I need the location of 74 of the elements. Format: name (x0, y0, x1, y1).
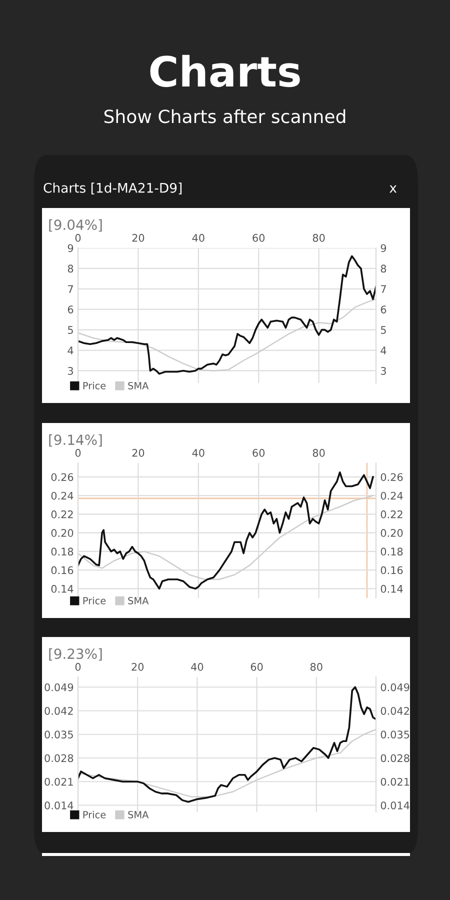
x-tick-label: 60 (252, 448, 265, 457)
y2-tick-label: 0.014 (380, 801, 410, 810)
y-tick-label: 3 (68, 366, 73, 375)
y2-tick-label: 0.26 (380, 473, 403, 482)
y2-tick-label: 7 (381, 285, 386, 293)
y2-tick-label: 5 (380, 326, 386, 334)
y2-tick-label: 0.049 (380, 683, 410, 692)
legend-label: Price (83, 810, 106, 818)
text: Show Charts after scanned (104, 109, 346, 124)
legend-label: SMA (128, 597, 149, 604)
y-tick-label: 0.16 (51, 566, 74, 574)
y-tick-label: 0.042 (44, 706, 73, 715)
y2-tick-label: 0.028 (380, 754, 410, 762)
y2-tick-label: 0.20 (380, 529, 403, 537)
y2-tick-label: 0.18 (380, 548, 403, 556)
y-tick-label: 0.035 (44, 730, 73, 738)
x-tick-label: 60 (250, 662, 263, 671)
y2-tick-label: 4 (380, 346, 386, 354)
chart-title: [9.23%] (49, 648, 102, 661)
line-series (78, 728, 376, 798)
y-tick-label: 0.014 (44, 801, 74, 810)
y-tick-label: 0.049 (44, 683, 74, 692)
y-tick-label: 0.20 (51, 529, 74, 537)
y-tick-label: 0.26 (51, 473, 74, 482)
x-tick-label: 60 (252, 234, 265, 242)
x-tick-label: 20 (132, 234, 144, 242)
y2-tick-label: 0.021 (380, 778, 410, 786)
legend-label: SMA (128, 382, 149, 390)
x-tick-label: 80 (312, 448, 325, 457)
y2-tick-label: 3 (380, 366, 386, 375)
y2-tick-label: 0.035 (380, 730, 410, 738)
y-tick-label: 0.22 (51, 510, 73, 518)
y-tick-label: 0.14 (51, 584, 74, 593)
y-tick-label: 0.028 (44, 754, 74, 762)
y-tick-label: 9 (68, 244, 74, 252)
text: x (390, 185, 397, 193)
legend-label: SMA (128, 811, 149, 818)
x-tick-label: 80 (312, 234, 325, 242)
text: Charts (150, 54, 300, 88)
y-tick-label: 5 (68, 326, 73, 334)
legend-label: Price (83, 382, 106, 390)
x-tick-label: 20 (132, 448, 144, 457)
legend-label: Price (83, 596, 106, 604)
y2-tick-label: 0.042 (380, 706, 409, 715)
x-tick-label: 40 (191, 662, 204, 671)
chart-title: [9.14%] (49, 434, 102, 447)
line-series (78, 298, 376, 372)
y-tick-label: 0.021 (44, 778, 73, 786)
y-tick-label: 0.24 (51, 492, 74, 500)
y2-tick-label: 8 (380, 264, 386, 273)
x-tick-label: 80 (310, 662, 322, 671)
x-tick-label: 0 (75, 234, 81, 242)
text: Charts [1d-MA21-D9] (44, 182, 182, 194)
y2-tick-label: 0.22 (380, 510, 402, 518)
x-tick-label: 0 (75, 662, 81, 671)
y-tick-label: 6 (68, 306, 74, 314)
line-series (78, 255, 376, 375)
x-tick-label: 40 (192, 448, 204, 457)
y-tick-label: 4 (68, 346, 74, 354)
y2-tick-label: 6 (380, 306, 386, 314)
y2-tick-label: 9 (380, 244, 386, 252)
line-series (78, 471, 374, 590)
y-tick-label: 7 (68, 285, 73, 293)
chart-title: [9.04%] (49, 219, 102, 232)
y2-tick-label: 0.16 (380, 566, 403, 574)
y-tick-label: 8 (68, 264, 74, 273)
x-tick-label: 0 (75, 448, 81, 457)
line-series (78, 686, 376, 803)
y2-tick-label: 0.14 (380, 584, 403, 593)
y-tick-label: 0.18 (51, 548, 74, 556)
x-tick-label: 40 (192, 234, 204, 242)
x-tick-label: 20 (132, 662, 144, 671)
line-series (78, 494, 374, 580)
y2-tick-label: 0.24 (380, 492, 403, 500)
